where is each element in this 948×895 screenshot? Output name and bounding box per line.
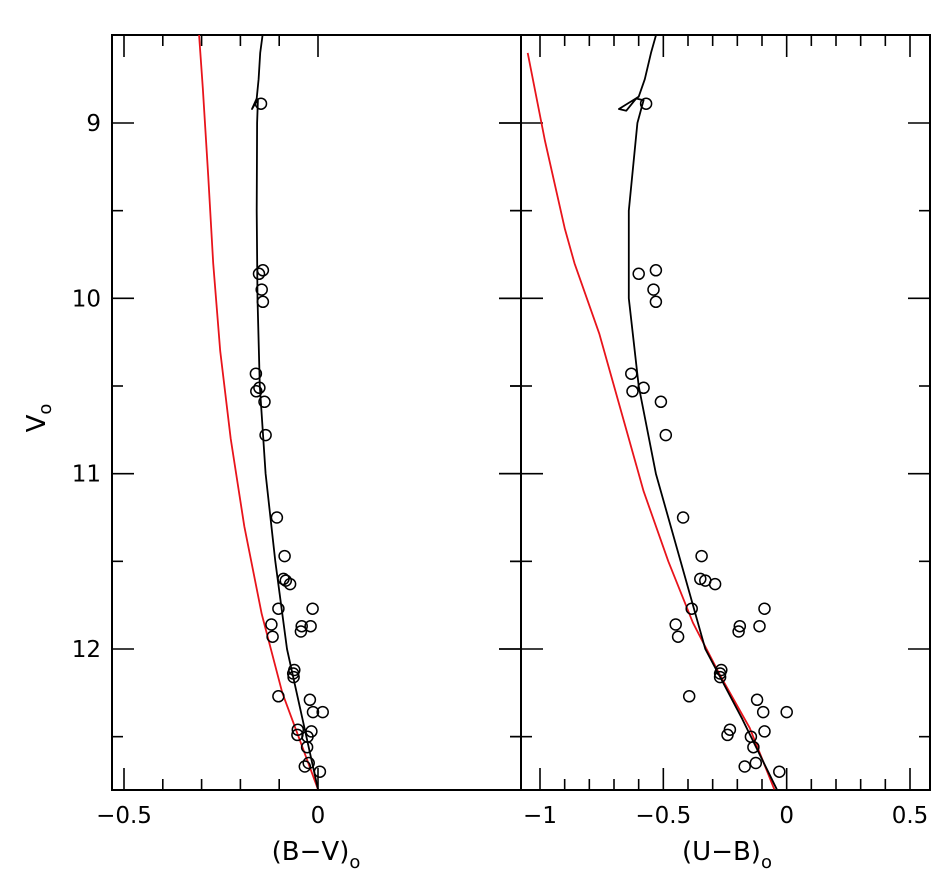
x-axis-label-ub-main: (U−B) [682,837,761,867]
star-point [713,670,727,684]
y-tick-label: 9 [86,111,101,137]
star-point [758,602,771,615]
star-point [780,705,793,719]
x-tick-label: 0 [311,803,326,829]
star-point [625,367,638,380]
star-point [302,756,315,770]
y-axis-label-subscript: o [35,404,56,415]
star-point [256,264,270,277]
x-tick-label: −0.5 [635,803,691,829]
x-axis-label-bv-main: (B−V) [272,837,350,867]
star-point [685,602,698,615]
x-axis-label-ub-subscript: o [761,852,772,873]
star-point [753,619,766,633]
star-point [249,367,263,380]
star-point [295,619,308,633]
star-point [298,760,312,773]
star-point [278,549,291,563]
y-axis-label: Vo [22,404,56,433]
star-point [659,428,673,442]
star-point [270,511,284,524]
star-point [259,428,272,442]
star-point [749,756,763,770]
star-point [287,670,300,684]
star-point [304,619,317,633]
star-point [747,740,760,754]
star-point [756,705,770,719]
star-point [265,618,278,631]
plot-frame-ub [520,34,931,791]
star-point [283,577,297,591]
star-point [303,693,317,707]
star-point [294,625,308,638]
star-point [758,725,771,738]
y-tick-label: 11 [72,462,101,488]
star-point [253,381,266,395]
stars-bv [249,97,329,778]
star-point [671,630,685,643]
x-tick-label: −0.5 [96,803,152,829]
star-point [272,602,285,615]
star-point [316,705,329,719]
star-point [773,765,786,778]
x-axis-label-bv: (B−V)o [272,837,361,873]
star-point [279,574,293,587]
x-axis-label-ub: (U−B)o [682,837,772,873]
star-point [256,295,270,309]
star-point [694,572,707,586]
panel-ub: −1 −0.5 0 0.5 [499,34,931,829]
star-point [721,728,734,742]
star-point [682,690,696,703]
x-tick-label: −1 [523,803,557,829]
y-tick-label: 12 [72,637,101,663]
panel-bv: −0.5 0 9 10 11 12 [72,34,522,829]
star-point [732,625,745,638]
star-point [306,602,319,615]
star-point [695,549,708,563]
star-point [738,760,751,773]
star-point [258,395,271,409]
star-point [654,395,668,409]
x-tick-label: 0.5 [892,803,929,829]
star-point [669,618,682,631]
star-point [649,264,663,277]
x-axis-label-bv-subscript: o [349,852,360,873]
black-isochrone-bv [251,35,319,790]
curves-bv [198,35,319,790]
plot-frame-bv [111,34,522,791]
star-point [733,619,747,633]
star-point [252,267,266,281]
y-axis-label-main: V [22,414,52,432]
star-point [306,705,320,719]
star-point [647,283,660,296]
black-isochrone-ub [618,35,778,790]
star-point [300,740,314,754]
star-point [639,97,653,110]
curves-ub [526,35,778,790]
star-point [632,267,645,281]
star-point [676,511,690,524]
star-point [713,667,727,680]
star-point [291,723,305,736]
star-point [272,690,285,703]
star-point [254,97,268,110]
star-point [313,765,327,778]
star-point [255,283,268,296]
x-tick-label: 0 [779,803,794,829]
star-point [250,385,263,398]
y-tick-label: 10 [72,286,101,312]
star-point [637,381,650,395]
red-isochrone-ub [526,52,776,790]
star-point [708,577,722,591]
star-point [649,295,663,309]
star-point [750,693,764,707]
red-isochrone-bv [198,35,319,790]
star-point [266,630,279,643]
star-point [626,385,639,398]
stars-ub [625,97,793,778]
